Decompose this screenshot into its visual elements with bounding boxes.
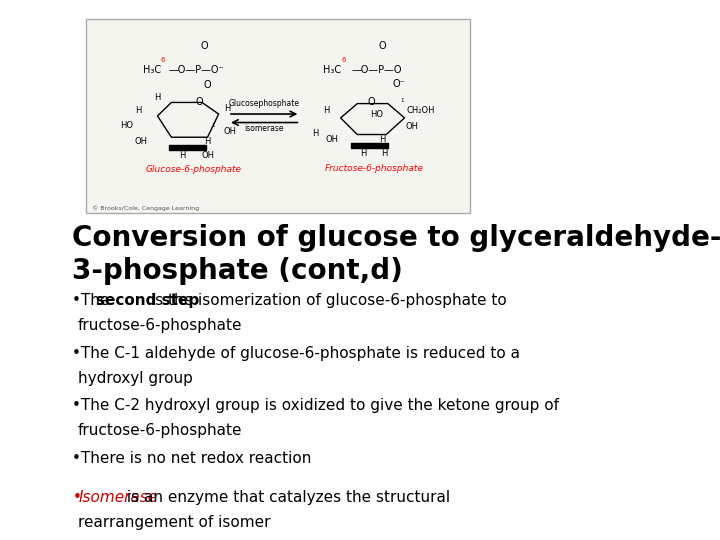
Text: is the isomerization of glucose-6-phosphate to: is the isomerization of glucose-6-phosph…	[145, 293, 506, 308]
Text: second step: second step	[96, 293, 199, 308]
Text: Fructose-6-phosphate: Fructose-6-phosphate	[325, 164, 423, 173]
Text: O: O	[195, 97, 203, 107]
Text: H: H	[379, 136, 385, 144]
Text: H: H	[381, 149, 387, 158]
Text: 1: 1	[212, 123, 215, 128]
Text: fructose-6-phosphate: fructose-6-phosphate	[78, 318, 243, 333]
Text: H: H	[135, 106, 141, 114]
Text: hydroxyl group: hydroxyl group	[78, 370, 193, 386]
Text: H: H	[154, 93, 161, 102]
Text: •The C-2 hydroxyl group is oxidized to give the ketone group of: •The C-2 hydroxyl group is oxidized to g…	[72, 398, 559, 413]
Text: Glucosephosphate: Glucosephosphate	[229, 99, 300, 108]
Text: CH₂OH: CH₂OH	[407, 106, 436, 114]
Text: •The C-1 aldehyde of glucose-6-phosphate is reduced to a: •The C-1 aldehyde of glucose-6-phosphate…	[72, 346, 521, 361]
Text: Conversion of glucose to glyceraldehyde-
3-phosphate (cont,d): Conversion of glucose to glyceraldehyde-…	[72, 224, 720, 285]
Text: O: O	[379, 42, 386, 51]
Text: OH: OH	[405, 122, 418, 131]
Polygon shape	[168, 145, 206, 150]
Text: H: H	[204, 137, 211, 146]
Text: O: O	[201, 42, 209, 51]
Text: rearrangement of isomer: rearrangement of isomer	[78, 515, 270, 530]
Text: 1: 1	[400, 98, 403, 103]
Text: H: H	[360, 149, 366, 158]
Text: H: H	[323, 106, 330, 114]
Text: —O—P—O: —O—P—O	[351, 65, 402, 75]
Text: O: O	[204, 80, 212, 90]
Text: O⁻: O⁻	[392, 79, 405, 89]
Text: H: H	[224, 104, 230, 113]
Text: H₃C: H₃C	[143, 65, 161, 75]
Text: © Brooks/Cole, Cengage Learning: © Brooks/Cole, Cengage Learning	[91, 205, 199, 211]
Text: isomerase: isomerase	[244, 124, 284, 133]
Text: 6: 6	[161, 57, 166, 63]
Text: OH: OH	[135, 137, 148, 146]
Text: H: H	[179, 151, 186, 160]
Text: •The: •The	[72, 293, 114, 308]
Text: HO: HO	[120, 121, 133, 130]
Text: •There is no net redox reaction: •There is no net redox reaction	[72, 451, 312, 465]
Text: Isomerase: Isomerase	[79, 490, 158, 505]
Text: H₃C: H₃C	[323, 65, 341, 75]
Polygon shape	[351, 143, 388, 147]
Text: H: H	[312, 129, 319, 138]
Text: Glucose-6-phosphate: Glucose-6-phosphate	[145, 165, 242, 174]
Text: is an enzyme that catalyzes the structural: is an enzyme that catalyzes the structur…	[122, 490, 451, 505]
Text: OH: OH	[223, 127, 236, 136]
Text: OH: OH	[325, 136, 339, 144]
Text: O: O	[367, 97, 375, 107]
Text: HO: HO	[370, 110, 383, 118]
Text: OH: OH	[201, 151, 214, 160]
Text: fructose-6-phosphate: fructose-6-phosphate	[78, 423, 243, 438]
Text: •: •	[72, 490, 81, 505]
Text: —O—P—O⁻: —O—P—O⁻	[168, 65, 224, 75]
FancyBboxPatch shape	[86, 19, 470, 213]
Text: 6: 6	[341, 57, 346, 63]
